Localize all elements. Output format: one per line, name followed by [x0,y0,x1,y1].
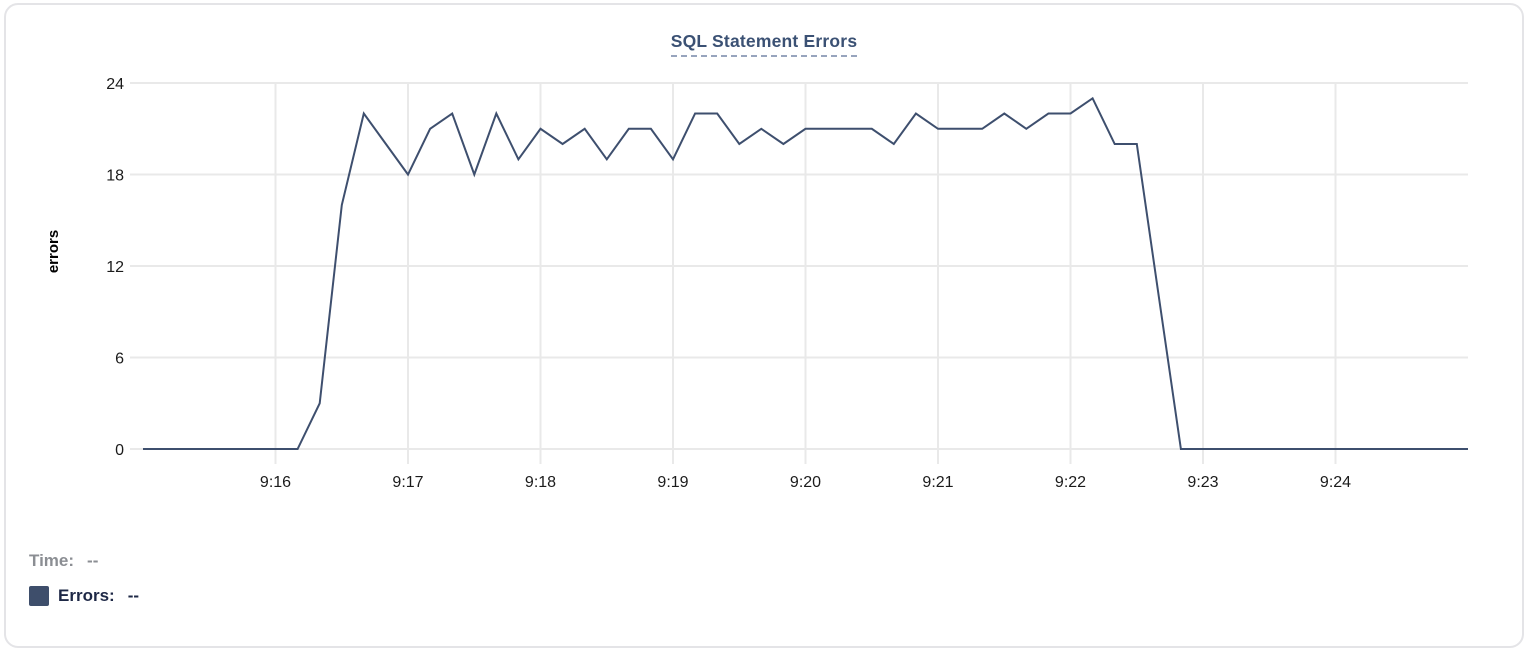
errors-series-line [143,96,1468,450]
time-readout-label: Time: [29,551,75,570]
y-tick-label: 12 [106,259,124,276]
x-tick-label: 9:17 [392,474,423,491]
time-readout: Time: -- [29,551,139,571]
x-tick-label: 9:18 [525,474,556,491]
errors-readout-label: Errors: [58,586,115,605]
x-tick-label: 9:24 [1320,474,1351,491]
x-tick-label: 9:23 [1187,474,1218,491]
errors-legend-row[interactable]: Errors: -- [29,586,139,606]
errors-readout-value: -- [127,586,140,605]
y-tick-label: 6 [115,351,124,368]
errors-line-chart[interactable]: 0 6 12 18 24 9:16 9:17 9:18 9:19 9:20 9:21 9:22 9:23… [6,5,1526,517]
x-tick-label: 9:20 [790,474,821,491]
y-tick-label: 24 [106,76,124,93]
x-tick-label: 9:16 [260,474,291,491]
chart-header: SQL Statement Errors [6,31,1522,57]
y-tick-label: 0 [115,442,124,459]
time-readout-value: -- [87,551,99,570]
errors-legend-swatch-icon [29,586,49,606]
chart-card: SQL Statement Errors 0 6 12 18 24 9:16 9:17 9:1… [4,3,1524,648]
y-tick-label: 18 [106,168,124,185]
y-axis-label: errors [45,229,63,274]
x-tick-label: 9:22 [1055,474,1086,491]
x-tick-label: 9:19 [657,474,688,491]
hover-readouts: Time: -- Errors: -- [29,551,139,606]
x-tick-label: 9:21 [922,474,953,491]
chart-title[interactable]: SQL Statement Errors [670,31,858,57]
